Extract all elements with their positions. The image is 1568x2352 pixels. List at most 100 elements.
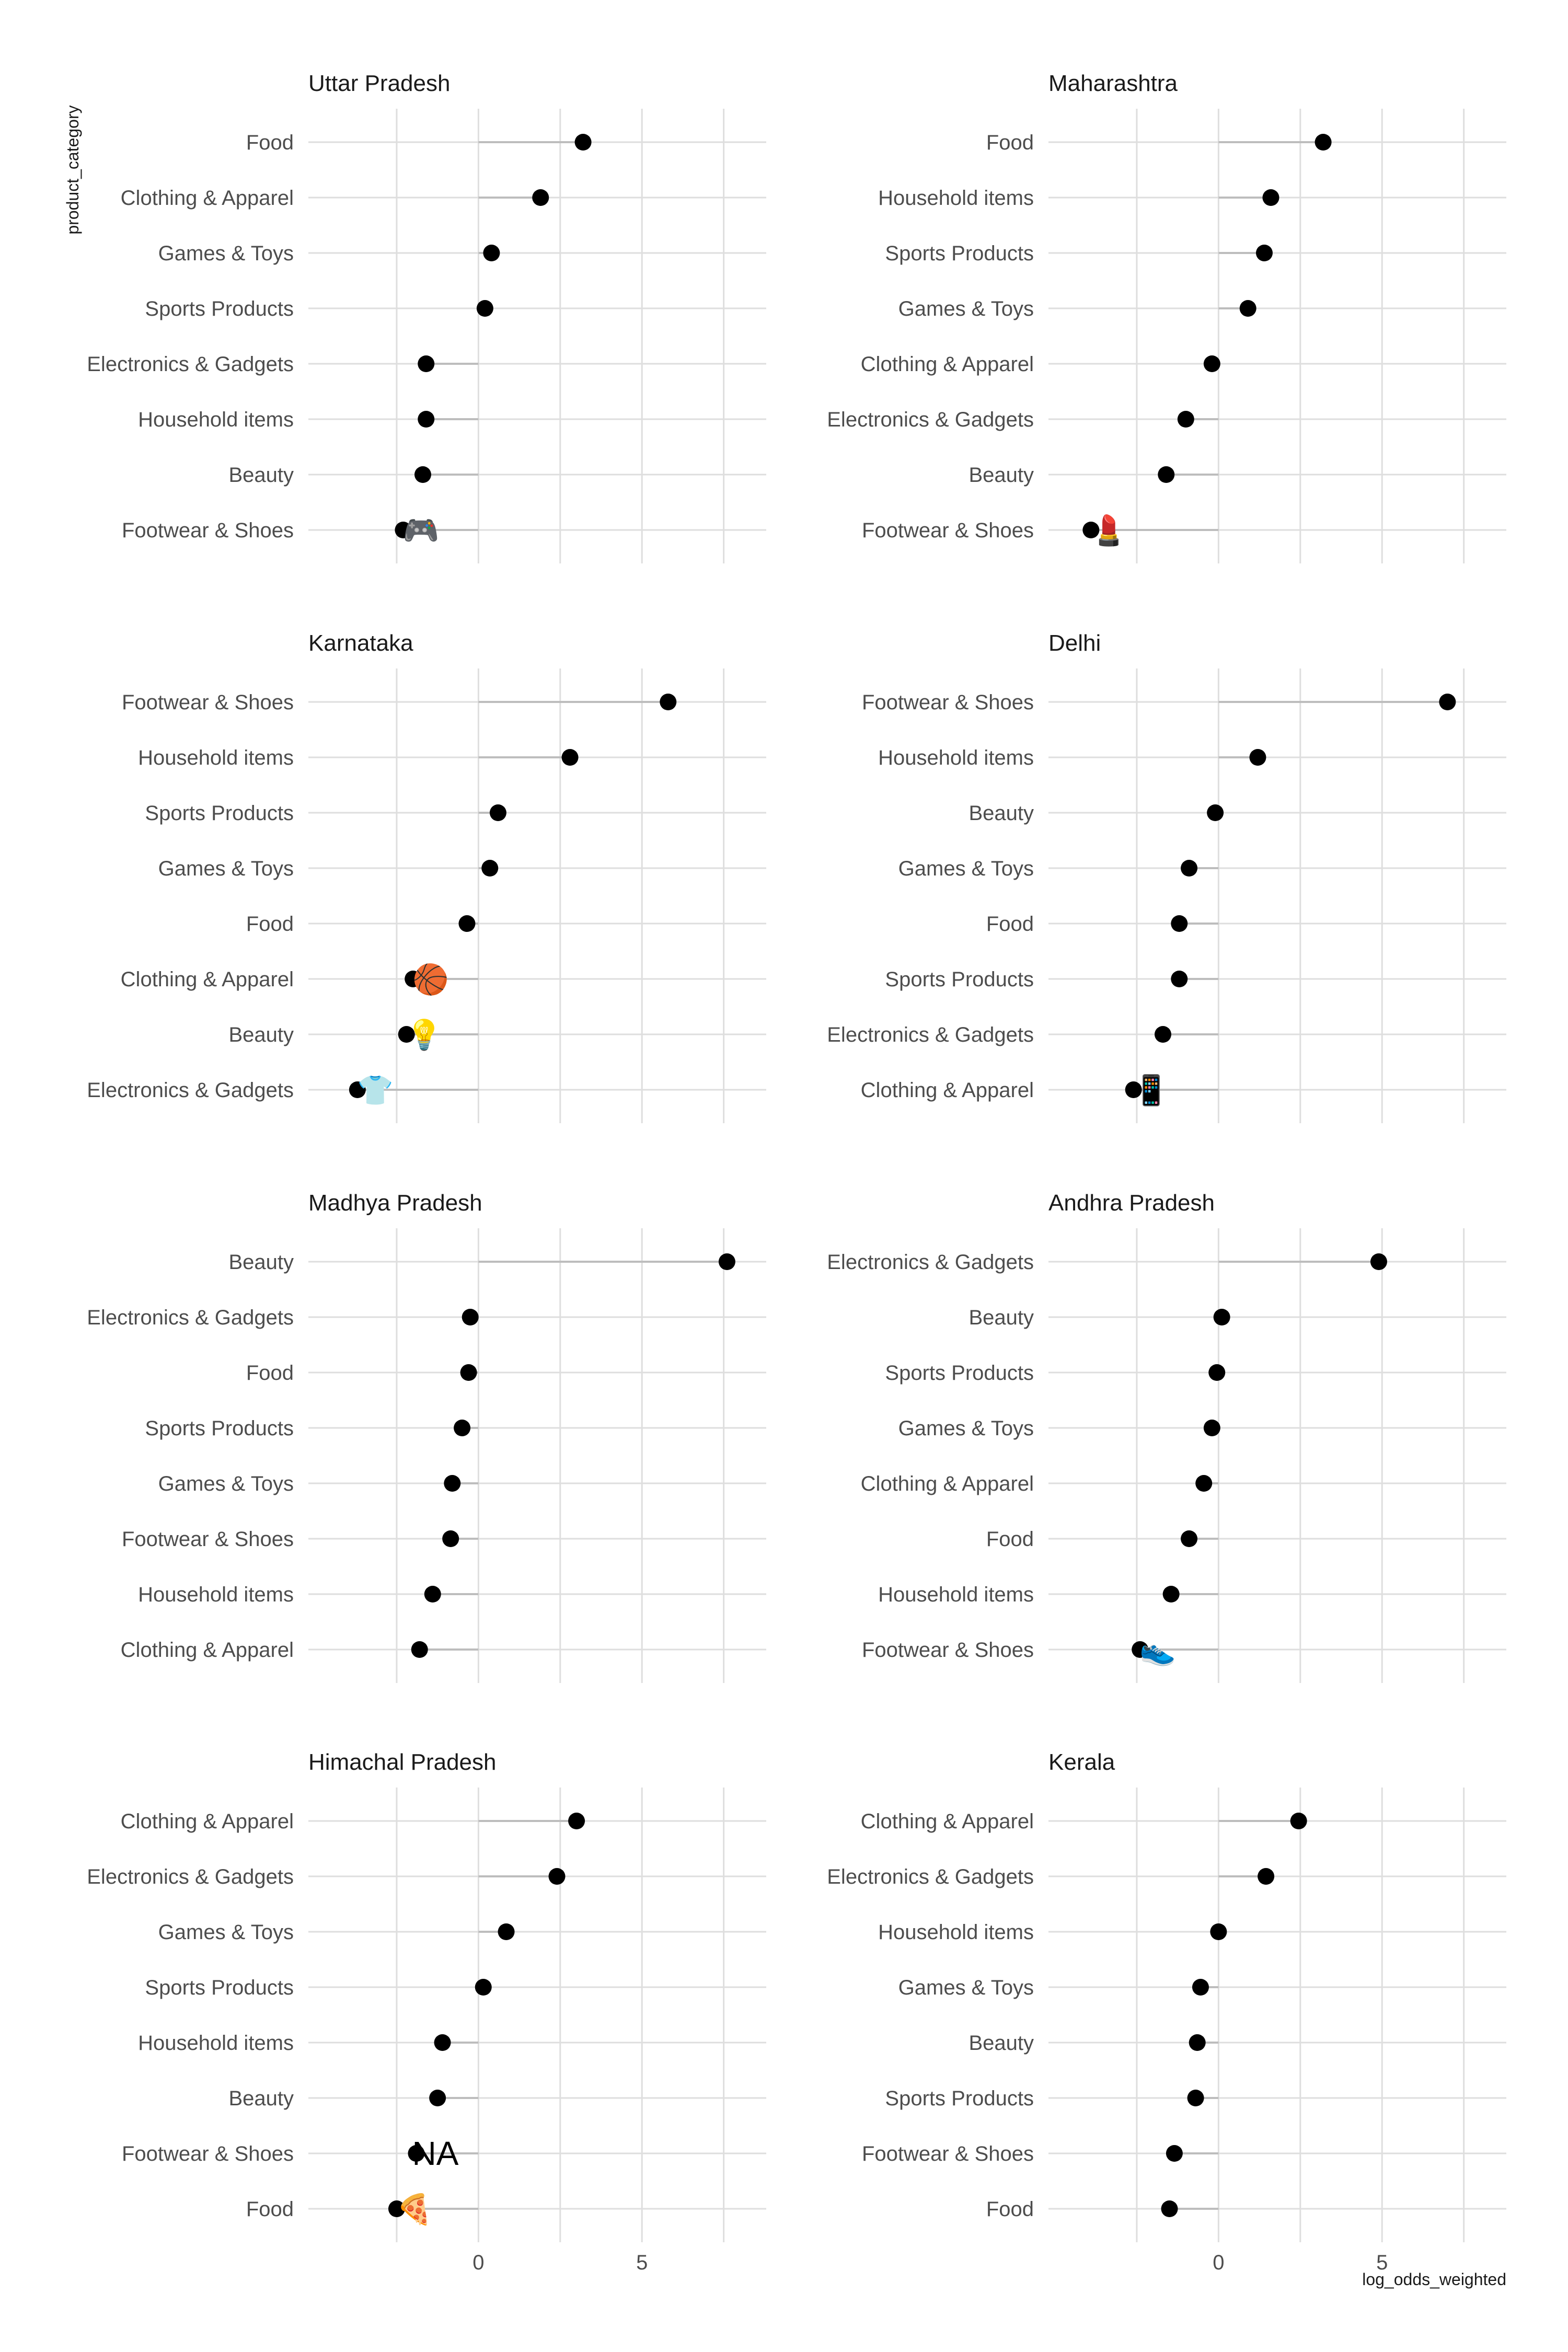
panel-kerala: Kerala Clothing & Apparel Electronics & Ga… [827, 1749, 1506, 2274]
panel-title: Kerala [1048, 1749, 1115, 1775]
lollipop-point-beauty [414, 466, 431, 483]
category-label: Household items [138, 2032, 294, 2055]
lipstick-icon: 💄 [1090, 513, 1127, 548]
category-label: Games & Toys [898, 857, 1034, 880]
lollipop-point-household-items [424, 1586, 441, 1602]
lollipop-point-electronics-and-gadgets [349, 1081, 366, 1098]
lollipop-point-clothing-and-apparel [405, 971, 422, 987]
lollipop-point-food [1315, 134, 1332, 151]
category-label: Games & Toys [158, 857, 294, 880]
panel-andhra-pradesh: Andhra Pradesh Electronics & Gadgets Beaut… [827, 1190, 1506, 1683]
category-label: Sports Products [145, 1976, 294, 1999]
panel-uttar-pradesh: Uttar Pradesh Food Clothing & Apparel Games… [87, 71, 766, 563]
lollipop-point-household-items [1262, 189, 1279, 206]
category-label: Clothing & Apparel [861, 1810, 1034, 1833]
lollipop-point-household-items [1249, 749, 1266, 766]
category-label: Electronics & Gadgets [827, 1023, 1034, 1046]
category-label: Clothing & Apparel [121, 1810, 294, 1833]
lollipop-point-electronics-and-gadgets [1155, 1026, 1171, 1043]
category-label: Electronics & Gadgets [827, 1251, 1034, 1274]
lollipop-point-beauty [1213, 1309, 1230, 1325]
category-label: Sports Products [145, 297, 294, 320]
lollipop-point-footwear-and-shoes [1166, 2145, 1183, 2162]
lollipop-point-beauty [718, 1253, 735, 1270]
category-label: Household items [138, 746, 294, 769]
lollipop-point-beauty [429, 2090, 446, 2106]
lollipop-point-footwear-and-shoes [660, 694, 677, 710]
category-label: Food [246, 2198, 294, 2221]
running-shoe-icon: 👟 [1139, 1633, 1176, 1667]
lollipop-point-food [574, 134, 592, 151]
category-label: Footwear & Shoes [122, 2142, 294, 2165]
lollipop-point-clothing-and-apparel [1290, 1813, 1307, 1829]
category-label: Games & Toys [898, 1417, 1034, 1440]
lollipop-point-food [1181, 1530, 1198, 1547]
lollipop-point-beauty [1158, 466, 1175, 483]
basketball-icon: 🏀 [412, 960, 449, 998]
category-label: Clothing & Apparel [121, 187, 294, 210]
category-label: Household items [138, 408, 294, 431]
category-label: Beauty [969, 464, 1034, 487]
panel-title: Uttar Pradesh [308, 71, 450, 96]
lollipop-point-electronics-and-gadgets [418, 355, 435, 372]
category-label: Electronics & Gadgets [87, 353, 294, 376]
lollipop-point-electronics-and-gadgets [548, 1868, 566, 1885]
lollipop-point-footwear-and-shoes [408, 2145, 425, 2162]
panels-layer: Uttar Pradesh Food Clothing & Apparel Games… [87, 71, 1506, 2274]
lollipop-point-clothing-and-apparel [1125, 1081, 1142, 1098]
lollipop-point-food [1171, 915, 1188, 932]
lollipop-point-food [460, 1364, 477, 1381]
category-label: Household items [878, 187, 1034, 210]
panel-title: Himachal Pradesh [308, 1749, 497, 1775]
category-label: Household items [878, 1583, 1034, 1606]
lollipop-point-household-items [418, 411, 435, 428]
na-label: NA [412, 2135, 458, 2172]
category-label: Electronics & Gadgets [87, 1865, 294, 1888]
lollipop-point-games-and-toys [1192, 1979, 1209, 1996]
category-label: Food [246, 1362, 294, 1385]
lollipop-point-sports-products [475, 1979, 492, 1996]
x-tick-label: 0 [1213, 2251, 1224, 2274]
panel-title: Delhi [1048, 630, 1101, 656]
x-axis-title: log_odds_weighted [1362, 2270, 1506, 2289]
lollipop-point-sports-products [489, 804, 506, 821]
lollipop-point-footwear-and-shoes [1082, 522, 1100, 538]
category-label: Food [246, 913, 294, 936]
category-label: Footwear & Shoes [862, 691, 1034, 714]
lollipop-point-sports-products [1187, 2090, 1204, 2106]
category-label: Beauty [228, 464, 294, 487]
panel-maharashtra: Maharashtra Food Household items Sports Pro… [827, 71, 1506, 563]
category-label: Clothing & Apparel [121, 968, 294, 991]
lollipop-point-games-and-toys [498, 1923, 515, 1940]
lollipop-point-games-and-toys [1203, 1420, 1220, 1436]
lollipop-point-food [1161, 2200, 1178, 2217]
category-label: Food [986, 913, 1034, 936]
x-tick-label: 5 [1376, 2251, 1388, 2274]
category-label: Sports Products [145, 1417, 294, 1440]
lollipop-point-electronics-and-gadgets [1177, 411, 1194, 428]
category-label: Household items [138, 1583, 294, 1606]
category-label: Sports Products [885, 968, 1034, 991]
category-label: Electronics & Gadgets [87, 1306, 294, 1329]
lollipop-point-clothing-and-apparel [532, 189, 549, 206]
lollipop-point-beauty [1189, 2034, 1206, 2051]
category-label: Footwear & Shoes [122, 1528, 294, 1551]
game-controller-icon: 🎮 [403, 514, 440, 548]
category-label: Food [986, 131, 1034, 154]
lollipop-point-electronics-and-gadgets [462, 1309, 479, 1325]
lollipop-point-footwear-and-shoes [1439, 694, 1456, 710]
lollipop-point-clothing-and-apparel [411, 1641, 428, 1658]
category-label: Sports Products [145, 802, 294, 825]
category-label: Beauty [228, 1023, 294, 1046]
lollipop-point-electronics-and-gadgets [1370, 1253, 1387, 1270]
category-label: Food [986, 2198, 1034, 2221]
category-label: Games & Toys [898, 297, 1034, 320]
category-label: Beauty [969, 2032, 1034, 2055]
light-bulb-icon: 💡 [406, 1018, 443, 1052]
lollipop-point-household-items [434, 2034, 451, 2051]
x-tick-label: 0 [472, 2251, 484, 2274]
category-label: Clothing & Apparel [121, 1639, 294, 1662]
lollipop-point-sports-products [454, 1420, 471, 1436]
